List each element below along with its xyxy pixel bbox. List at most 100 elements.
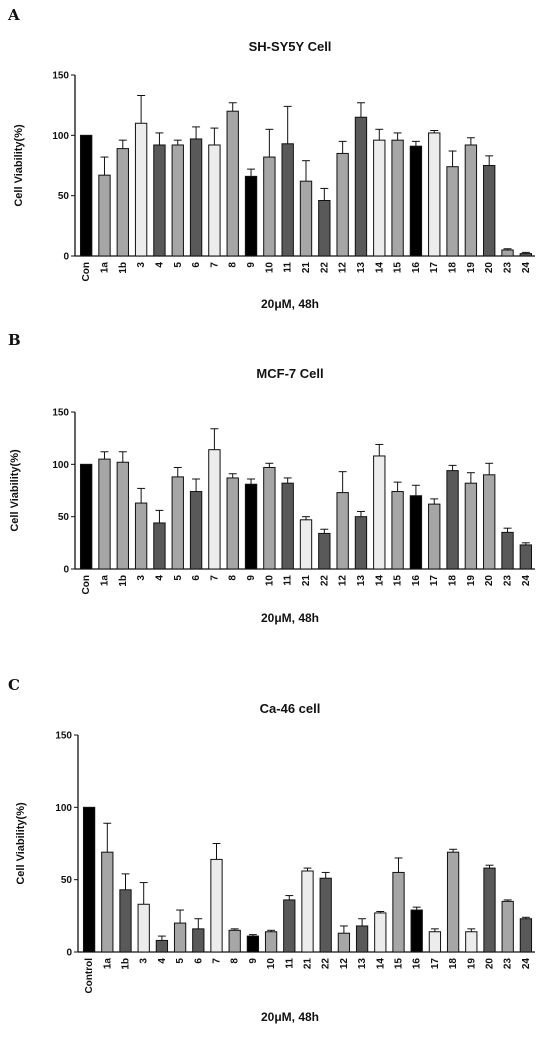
x-tick-label: 19: [466, 575, 477, 587]
bar-12: [336, 152, 349, 257]
bar-24: [519, 544, 533, 570]
x-tick-label: 20: [485, 958, 496, 970]
x-tick-label: 1b: [118, 262, 129, 274]
x-tick-label: 5: [175, 958, 186, 964]
bar-7: [208, 144, 221, 257]
bar-1b: [116, 461, 129, 570]
bar-23: [501, 531, 514, 570]
y-tick-label: 150: [52, 408, 69, 419]
x-tick-label: 15: [393, 262, 404, 274]
bar-24: [519, 253, 533, 257]
y-tick-label: 150: [55, 731, 72, 742]
bar-14: [373, 455, 386, 570]
bar-16: [409, 145, 423, 257]
x-tick-label: 19: [466, 262, 477, 274]
x-tick-label: 1a: [102, 958, 113, 970]
bar-7: [208, 449, 221, 570]
x-tick-label: 1a: [99, 262, 110, 274]
bar-14: [374, 912, 387, 953]
x-tick-label: 22: [319, 575, 330, 587]
x-tick-label: 1b: [121, 958, 132, 970]
x-tick-label: 24: [521, 575, 532, 587]
bar-9: [244, 483, 258, 570]
bar-13: [354, 516, 368, 570]
x-tick-label: 10: [264, 575, 275, 587]
x-tick-label: 4: [154, 262, 165, 268]
panel-letter: B: [8, 331, 21, 349]
bar-18: [446, 470, 459, 570]
y-tick-label: 150: [52, 71, 69, 82]
x-tick-label: 17: [430, 958, 441, 970]
bar-22: [318, 199, 331, 257]
bar-16: [410, 909, 423, 953]
bar-12: [337, 932, 351, 953]
bar-21: [299, 519, 313, 570]
bar-19: [465, 931, 478, 953]
y-tick-label: 0: [66, 948, 72, 959]
bar-19: [464, 482, 478, 570]
x-tick-label: 11: [284, 958, 295, 969]
bar-6: [192, 928, 205, 953]
bar-17: [428, 132, 441, 257]
panel-letter: A: [7, 6, 20, 24]
x-axis-label: 20μM, 48h: [261, 1010, 319, 1024]
bar-4: [153, 144, 166, 257]
bar-18: [446, 166, 459, 257]
x-tick-label: 6: [193, 958, 204, 964]
bar-10: [263, 466, 276, 570]
chart-panel-b: B MCF-7 Cell 0 50 100 150 Cell Viability(%) Con…: [8, 331, 535, 625]
chart-title: SH-SY5Y Cell: [249, 39, 332, 54]
x-tick-label: 17: [429, 262, 440, 274]
bar-13: [355, 925, 369, 953]
x-tick-label: 13: [357, 958, 368, 970]
bar-con: [79, 463, 93, 570]
x-tick-label: 14: [375, 958, 386, 970]
x-tick-label: 14: [374, 262, 385, 274]
x-tick-label: 4: [157, 958, 168, 964]
y-tick-label: 100: [52, 131, 69, 142]
bar-4: [153, 522, 166, 570]
bar-15: [391, 491, 404, 570]
x-tick-label: 13: [356, 262, 367, 274]
x-tick-label: 7: [212, 958, 223, 964]
x-tick-label: Con: [81, 575, 92, 594]
x-tick-label: 10: [264, 262, 275, 274]
x-tick-label: 18: [448, 575, 459, 587]
y-tick-label: 50: [58, 512, 70, 523]
bar-1a: [98, 458, 111, 570]
y-tick-label: 100: [52, 460, 69, 471]
bar-23: [501, 249, 514, 257]
bar-1b: [119, 889, 132, 953]
bar-11: [281, 143, 294, 257]
x-tick-label: 12: [338, 575, 349, 587]
chart-panel-a: A SH-SY5Y Cell 0 50 100 150 Cell Viability(%) C…: [7, 6, 535, 311]
bar-13: [354, 116, 368, 257]
x-tick-label: 1b: [118, 575, 129, 587]
bar-8: [228, 929, 241, 953]
x-tick-label: 12: [339, 958, 350, 970]
bar-4: [155, 939, 169, 953]
bar-15: [391, 139, 404, 257]
bar-5: [171, 144, 184, 257]
x-tick-label: 16: [411, 262, 422, 274]
x-tick-label: 16: [412, 958, 423, 970]
bar-21: [299, 180, 313, 257]
x-tick-label: 4: [154, 575, 165, 581]
x-tick-label: 15: [393, 575, 404, 587]
bar-9: [246, 935, 260, 953]
bar-11: [283, 899, 296, 953]
chart-panel-c: C Ca-46 cell 0 50 100 150 Cell Viability(%) Con…: [8, 676, 535, 1024]
y-axis-label: Cell Viability(%): [15, 802, 27, 885]
panel-letter: C: [8, 676, 20, 694]
chart-title: MCF-7 Cell: [256, 366, 323, 381]
bar-10: [264, 931, 278, 953]
bar-1a: [98, 174, 111, 257]
y-tick-label: 50: [61, 875, 73, 886]
bar-17: [428, 503, 441, 570]
bar-16: [409, 495, 423, 570]
x-tick-label: 18: [448, 958, 459, 970]
x-tick-label: 9: [246, 575, 257, 581]
bar-control: [82, 806, 96, 953]
bar-5: [173, 922, 187, 953]
x-tick-label: 23: [503, 262, 514, 274]
